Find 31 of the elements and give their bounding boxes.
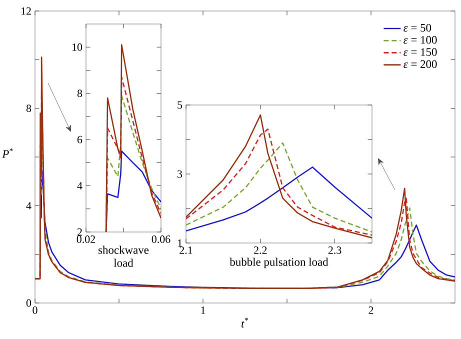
legend-label: ε = 100 <box>404 36 437 44</box>
x-tick-label: 0 <box>32 306 38 314</box>
x-tick-label: 0.02 <box>76 236 95 243</box>
line-series <box>105 44 161 232</box>
legend-label: ε = 150 <box>404 48 437 56</box>
y-axis-title: P$^{*}$ <box>2 148 13 158</box>
x-tick-label: 2.2 <box>254 246 267 254</box>
y-tick-label: 8 <box>26 104 32 112</box>
y-tick-label: 3 <box>178 170 182 178</box>
y-tick-label: 2 <box>77 228 82 236</box>
legend-label: ε = 50 <box>404 24 432 32</box>
line-series <box>105 150 161 232</box>
y-tick-label: 12 <box>21 7 31 15</box>
y-tick-label: 4 <box>77 182 82 190</box>
x-axis-title: shockwave load <box>98 246 149 267</box>
line-series <box>186 166 372 232</box>
y-tick-label: 10 <box>72 43 82 51</box>
y-tick-label: 0 <box>26 299 32 307</box>
y-tick-label: 4 <box>26 202 32 210</box>
y-tick-label: 5 <box>178 101 182 109</box>
line-series <box>186 142 372 233</box>
y-tick-label: 6 <box>77 136 82 144</box>
x-tick-label: 1 <box>201 306 206 314</box>
y-tick-label: 8 <box>77 90 82 98</box>
legend-label: ε = 200 <box>404 60 437 68</box>
x-tick-label: 0.06 <box>152 236 170 243</box>
x-tick-label: 2.3 <box>328 246 342 254</box>
x-axis-title: t$^{*}$ <box>242 318 248 328</box>
x-tick-label: 2.1 <box>180 246 192 254</box>
x-axis-title: bubble pulsation load <box>230 258 328 268</box>
x-tick-label: 2 <box>368 306 374 314</box>
